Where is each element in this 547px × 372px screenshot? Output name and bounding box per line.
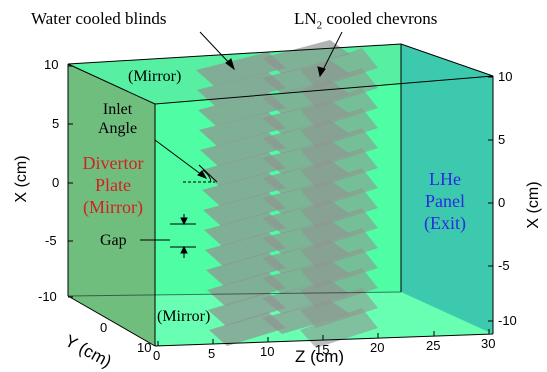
ln2-subscript: 2	[316, 19, 323, 32]
y-tick-label: 10	[137, 340, 152, 355]
z-tick-label: 20	[370, 340, 385, 355]
divertor-plate-label: Divertor Plate (Mirror)	[78, 152, 148, 218]
ln2-chevron	[262, 280, 350, 314]
ln2-chevron	[262, 100, 350, 134]
divertor-line3: (Mirror)	[83, 197, 143, 217]
z-tick-label: 15	[315, 342, 330, 357]
water-cooled-blind	[202, 172, 286, 206]
lhe-line2: Panel	[425, 191, 465, 211]
ln2-chevron	[262, 260, 350, 294]
gap-label: Gap	[100, 232, 127, 249]
x-right-tick-label: -10	[498, 313, 517, 328]
water-cooled-blind	[199, 112, 286, 146]
water-cooled-blind	[198, 92, 286, 126]
ln2-chevron	[262, 200, 350, 234]
label-leaders	[199, 31, 343, 78]
ln2-chevron	[262, 220, 350, 254]
lhe-face	[401, 44, 493, 334]
z-tick-label: 25	[426, 338, 441, 353]
z-tick-label: 5	[208, 346, 216, 361]
water-cooled-blind	[196, 52, 286, 86]
water-cooled-blind	[200, 132, 286, 166]
inlet-angle-label: Inlet Angle	[98, 100, 137, 138]
ln2-chevron	[262, 240, 350, 274]
ln2-chevron	[262, 80, 350, 114]
water-cooled-blind	[197, 72, 286, 106]
x-right-tick-label: 0	[498, 195, 506, 210]
ln2-chevron	[262, 60, 350, 94]
ln2-chevron	[262, 120, 350, 154]
x-right-ticks	[488, 76, 493, 322]
divertor-line1: Divertor	[82, 153, 144, 173]
ln2-chevron	[262, 140, 350, 174]
x-left-tick-label: 5	[52, 116, 60, 131]
z-tick-label: 30	[481, 336, 496, 351]
x-right-tick-label: 5	[498, 132, 506, 147]
ln2-chevron	[262, 180, 350, 214]
lhe-panel-label: LHe Panel (Exit)	[412, 168, 478, 234]
x-left-ticks	[68, 65, 73, 298]
x-axis-right-title: X (cm)	[525, 181, 542, 229]
lhe-line3: (Exit)	[424, 213, 466, 233]
mirror-top-label: (Mirror)	[128, 68, 182, 85]
y-tick-label: 0	[100, 320, 108, 335]
ln2-suffix: cooled chevrons	[322, 9, 438, 28]
water-cooled-blind	[201, 152, 286, 186]
ln2-chevron	[262, 160, 350, 194]
ln2-text: LN	[294, 9, 317, 28]
ln2-chevron	[300, 308, 378, 348]
divertor-line2: Plate	[95, 175, 131, 195]
inlet-line1: Inlet	[102, 101, 133, 118]
mirror-bottom-label: (Mirror)	[157, 308, 211, 325]
x-right-tick-label: -5	[498, 258, 510, 273]
divertor-face	[68, 64, 155, 346]
inlet-angle-marker	[154, 139, 218, 183]
x-left-tick-label: -5	[45, 233, 57, 248]
z-tick-label: 10	[260, 344, 275, 359]
z-axis-title: Z (cm)	[295, 347, 345, 366]
box-edges	[67, 43, 494, 347]
chevron-array	[196, 40, 378, 348]
x-left-tick-label: 0	[52, 175, 60, 190]
inlet-line2: Angle	[98, 120, 138, 137]
gap-marker	[140, 214, 196, 258]
ln2-chevron	[262, 300, 350, 334]
x-right-tick-label: 10	[498, 69, 513, 84]
lhe-line1: LHe	[429, 169, 461, 189]
z-tick-label: 0	[153, 348, 161, 363]
x-left-tick-label: -10	[38, 289, 57, 304]
ln2-chevrons-label: LN2 cooled chevrons	[294, 9, 437, 31]
x-left-tick-label: 10	[44, 57, 59, 72]
water-cooled-blinds-label: Water cooled blinds	[31, 9, 167, 28]
z-ticks	[157, 329, 490, 346]
x-axis-left-title: X (cm)	[13, 155, 30, 203]
